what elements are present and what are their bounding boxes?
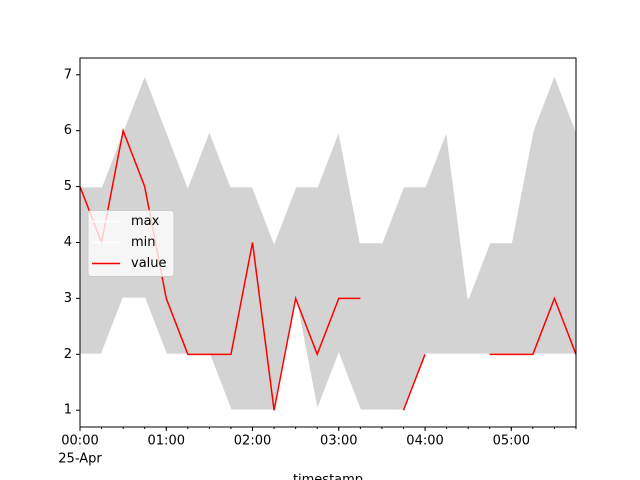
y-tick-label: 6 bbox=[64, 123, 72, 138]
series-line bbox=[489, 296, 577, 356]
x-tick-label: 02:00 bbox=[234, 434, 271, 449]
legend-box bbox=[87, 210, 175, 277]
y-tick-label: 2 bbox=[64, 347, 72, 362]
y-tick-label: 7 bbox=[64, 67, 72, 82]
legend-label: max bbox=[131, 214, 160, 229]
x-tick-label: 01:00 bbox=[148, 434, 185, 449]
series-line bbox=[80, 72, 577, 299]
x-tick-date: 25-Apr bbox=[58, 452, 102, 467]
x-tick-label: 04:00 bbox=[406, 434, 443, 449]
x-tick-label: 05:00 bbox=[493, 434, 530, 449]
y-tick-label: 1 bbox=[64, 403, 72, 418]
x-tick-label: 03:00 bbox=[320, 434, 357, 449]
series-line bbox=[402, 354, 426, 411]
x-tick-label: 00:00 bbox=[61, 434, 98, 449]
legend: max min value bbox=[87, 210, 175, 277]
range-fill bbox=[80, 74, 576, 411]
series-line bbox=[79, 127, 361, 411]
legend-label: min bbox=[131, 235, 156, 250]
x-axis-label: timestamp bbox=[293, 473, 363, 480]
y-tick-label: 4 bbox=[64, 235, 72, 250]
y-tick-label: 5 bbox=[64, 179, 72, 194]
y-tick-label: 3 bbox=[64, 291, 72, 306]
legend-label: value bbox=[131, 256, 167, 271]
